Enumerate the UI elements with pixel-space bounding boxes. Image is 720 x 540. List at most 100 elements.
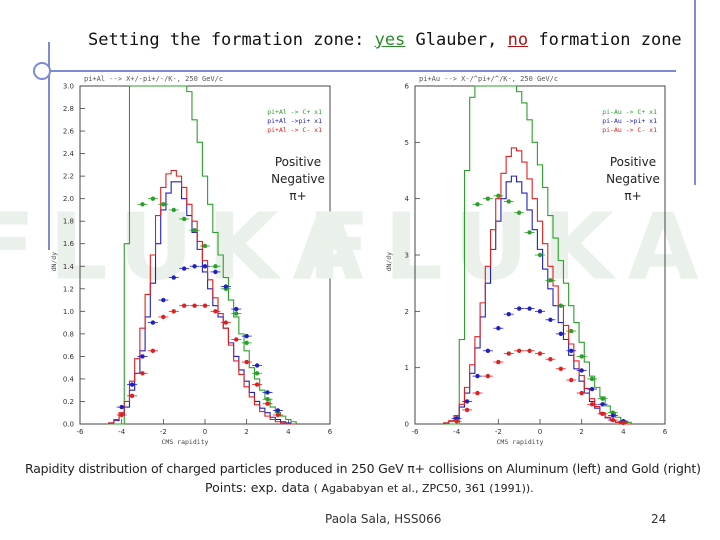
- data-point: [213, 309, 218, 314]
- frame-line-top-horizontal: [36, 70, 676, 72]
- x-tick-label: -2: [160, 428, 167, 436]
- histogram-green: [108, 85, 297, 425]
- frame-line-left-vertical: [48, 42, 50, 70]
- data-point: [140, 371, 145, 376]
- histogram-red: [108, 169, 297, 425]
- footer-author: Paola Sala, HSS066: [325, 512, 442, 526]
- data-point: [485, 348, 491, 353]
- data-point: [254, 382, 260, 387]
- data-point: [213, 264, 218, 269]
- data-point: [161, 297, 166, 303]
- x-tick-label: -4: [118, 428, 126, 436]
- data-point: [464, 407, 470, 413]
- x-tick-label: 2: [244, 428, 248, 436]
- annotation-negative: Negative: [606, 172, 660, 186]
- data-point: [558, 366, 564, 371]
- data-point: [202, 303, 208, 308]
- data-point: [558, 303, 564, 308]
- frame-line-right-vertical: [694, 0, 696, 185]
- legend-entry: pi-Au -> C+ x1: [602, 108, 657, 116]
- data-point: [537, 351, 543, 356]
- data-point: [140, 202, 145, 207]
- y-tick-label: 1.6: [63, 240, 75, 248]
- data-point: [265, 397, 270, 402]
- data-point: [119, 404, 124, 410]
- data-point: [265, 401, 270, 406]
- data-point: [192, 264, 197, 269]
- histogram-green: [443, 85, 632, 425]
- x-tick-label: -6: [412, 428, 420, 436]
- data-point: [234, 306, 239, 312]
- data-point: [161, 314, 166, 320]
- data-point: [589, 376, 595, 382]
- data-point: [223, 284, 229, 289]
- data-point: [485, 196, 491, 201]
- x-tick-label: 6: [328, 428, 333, 436]
- y-tick-label: 2.6: [63, 128, 75, 136]
- data-point: [569, 377, 574, 383]
- data-point: [579, 368, 584, 373]
- y-tick-label: 1.0: [63, 308, 74, 316]
- data-point: [537, 252, 543, 258]
- data-point: [181, 266, 187, 271]
- y-tick-label: 1.4: [63, 263, 75, 271]
- data-point: [579, 354, 584, 359]
- data-point: [527, 230, 532, 235]
- chart-title: pi+Au --> X-/^pi+/^/K-, 250 GeV/c: [419, 75, 558, 83]
- annotation-pi-plus: π+: [289, 189, 306, 203]
- data-point: [234, 311, 239, 316]
- data-point: [506, 351, 511, 356]
- y-tick-label: 4: [405, 195, 410, 203]
- data-point: [454, 418, 459, 424]
- y-tick-label: 0.0: [63, 421, 74, 429]
- x-tick-label: 0: [538, 428, 542, 436]
- data-point: [600, 402, 605, 407]
- data-point: [161, 202, 166, 207]
- data-point: [275, 412, 281, 418]
- data-point: [265, 390, 270, 395]
- data-point: [140, 354, 145, 359]
- y-tick-label: 6: [405, 83, 410, 91]
- x-tick-label: -2: [495, 428, 502, 436]
- data-point: [548, 317, 553, 322]
- data-point: [244, 359, 249, 365]
- caption-reference: ( Agababyan et al., ZPC50, 361 (1991)).: [313, 482, 534, 495]
- data-point: [589, 402, 595, 407]
- data-point: [171, 275, 176, 280]
- legend-entry: pi+Al -> C+ x1: [267, 108, 322, 116]
- x-axis-label: CMS rapidity: [162, 438, 209, 446]
- data-point: [234, 337, 239, 342]
- title-no: no: [507, 30, 529, 50]
- y-axis-label: dN/dy: [50, 252, 58, 272]
- legend-entry: pi+Al -> C- x1: [267, 126, 322, 134]
- data-point: [610, 413, 616, 418]
- data-point: [527, 348, 532, 353]
- x-tick-label: 6: [663, 428, 668, 436]
- data-point: [213, 269, 218, 275]
- y-tick-label: 2.2: [63, 173, 74, 181]
- data-point: [558, 331, 564, 337]
- x-tick-label: 2: [579, 428, 583, 436]
- fluka-watermark: FLUKA: [0, 194, 378, 301]
- data-point: [506, 199, 511, 204]
- data-point: [181, 216, 187, 222]
- y-tick-label: 3: [405, 252, 409, 260]
- data-point: [569, 348, 574, 353]
- y-tick-label: 2: [405, 308, 409, 316]
- data-point: [516, 210, 522, 215]
- data-point: [254, 371, 260, 376]
- data-point: [475, 390, 480, 396]
- data-point: [202, 243, 208, 249]
- y-tick-label: 0.8: [63, 330, 74, 338]
- data-point: [475, 373, 480, 379]
- x-tick-label: -6: [77, 428, 85, 436]
- y-tick-label: 0.4: [63, 375, 75, 383]
- caption-points-label: Points: exp. data: [205, 480, 314, 495]
- y-tick-label: 0.2: [63, 398, 74, 406]
- data-point: [485, 373, 491, 379]
- data-point: [171, 309, 176, 314]
- y-tick-label: 2.8: [63, 105, 74, 113]
- data-point: [244, 340, 249, 346]
- annotation-pi-plus: π+: [624, 189, 641, 203]
